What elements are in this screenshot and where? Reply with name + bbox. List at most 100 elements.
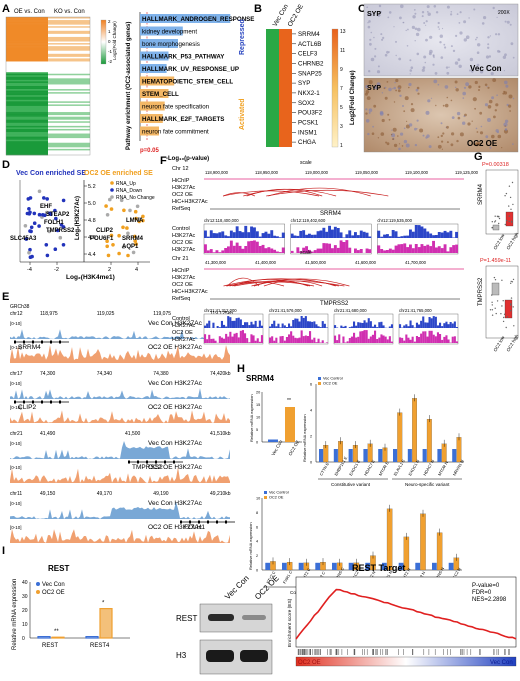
heatmap-a-cell — [48, 50, 90, 53]
colorbar-a-tick: 1 — [108, 29, 111, 34]
f-oc2-coverage — [206, 339, 209, 343]
f-control-coverage — [394, 231, 398, 238]
f-oc2-coverage — [296, 338, 299, 343]
ihc-nucleus — [374, 85, 379, 90]
d-legend-dot — [110, 195, 114, 199]
heatmap-a-cell — [6, 139, 48, 142]
g-dot — [489, 309, 492, 311]
d-point — [108, 197, 112, 202]
ihc-nucleus — [454, 80, 458, 84]
d-point — [42, 196, 46, 200]
f-oc2-coverage — [420, 244, 424, 253]
f-oc2-coverage — [334, 335, 337, 343]
g-dot — [493, 276, 496, 279]
ihc-nucleus — [455, 86, 457, 89]
heatmap-a-cell — [6, 122, 48, 125]
d-point — [133, 239, 137, 243]
e-exon — [50, 340, 52, 344]
d-scatter — [23, 189, 145, 259]
g-dot — [509, 196, 512, 199]
ihc-nucleus — [512, 97, 515, 100]
pathway-xlabel: -Log₁₀(p-value) — [166, 156, 209, 162]
ihc-nucleus — [486, 85, 488, 87]
ihc-nucleus — [427, 99, 431, 103]
f-loop-arc — [229, 281, 285, 287]
f-control-coverage — [311, 321, 314, 328]
f-oc2-coverage — [218, 336, 221, 343]
ihc-nucleus — [504, 80, 508, 85]
e-exon — [189, 520, 191, 524]
f-control-coverage — [403, 325, 406, 328]
d-point — [37, 189, 42, 194]
i-xcat: REST — [42, 643, 58, 649]
ihc-nucleus — [491, 134, 495, 139]
heatmap-a-cell — [6, 115, 48, 117]
f-control-coverage — [264, 231, 268, 238]
ihc-nucleus — [463, 38, 467, 42]
ihc-nucleus — [503, 129, 509, 134]
f-control-coverage — [436, 325, 439, 328]
ihc-nucleus — [465, 82, 469, 87]
ihc-nucleus — [402, 105, 404, 107]
f-oc2-coverage — [339, 240, 343, 253]
f-control-coverage — [348, 230, 352, 238]
ihc-nucleus — [465, 35, 470, 39]
f-oc2-coverage — [374, 330, 377, 343]
f-oc2-coverage — [270, 248, 274, 253]
f-oc2-coverage — [232, 245, 236, 253]
heatmap-a-cell — [6, 44, 48, 47]
f-control-coverage — [424, 322, 427, 328]
f-oc2-coverage — [403, 243, 407, 253]
ihc-nucleus — [388, 118, 391, 121]
pathway-bar — [140, 114, 163, 123]
f-control-coverage — [453, 321, 456, 328]
f-row-label: H3K27Ac — [172, 275, 195, 281]
f-control-coverage — [405, 324, 408, 328]
colorbar-b-tick: 3 — [340, 124, 343, 130]
g-dot — [508, 220, 510, 223]
panel-letter-a: A — [2, 3, 10, 15]
ihc-nucleus — [408, 82, 412, 87]
ihc-nucleus — [503, 91, 508, 95]
h3-legend-swatch — [264, 491, 267, 494]
f-control-coverage — [382, 325, 385, 328]
h2-xcat: CTTN E — [318, 461, 330, 476]
f-oc2-coverage — [399, 337, 402, 343]
g-dot — [491, 301, 493, 303]
f-oc2-coverage — [342, 336, 345, 343]
f-control-coverage — [400, 236, 404, 238]
f-control-coverage — [423, 228, 427, 238]
d-point — [27, 207, 31, 211]
heatmap-a-cell — [48, 104, 90, 107]
f-control-coverage — [449, 230, 453, 238]
h3-ytick: 10 — [256, 497, 260, 501]
ihc-nucleus — [452, 49, 456, 53]
h2-ylabel: Relative mRNA expression — [302, 414, 307, 462]
ihc-nucleus — [425, 110, 430, 115]
d-point — [45, 210, 49, 215]
colorbar-a — [100, 19, 107, 65]
i-ytick: 0 — [22, 636, 25, 642]
d-point — [126, 253, 130, 258]
heatmap-a-cell — [48, 113, 90, 116]
heatmap-a-cell — [6, 78, 48, 81]
e-scale: [0-10] — [10, 381, 22, 386]
h2-bar-vec — [452, 449, 457, 462]
pathway-label: HEMATOPOIETIC_STEM_CELL — [142, 79, 233, 86]
d-point — [44, 243, 49, 247]
i-wb-rest-band — [208, 614, 234, 621]
f-chr: Chr 21 — [172, 256, 189, 262]
g-dot — [504, 195, 506, 197]
f-oc2-coverage — [218, 252, 222, 253]
f-oc2-coverage — [380, 334, 383, 343]
ihc-nucleus — [415, 88, 419, 92]
ihc-nucleus — [416, 52, 420, 56]
ihc-nucleus — [424, 61, 427, 64]
ihc-nucleus — [483, 16, 487, 20]
f-control-coverage — [281, 232, 285, 238]
f-loop-arc — [263, 280, 323, 287]
d-ylabel: Log₂(H3K27Ac) — [75, 196, 81, 240]
e-coverage — [10, 388, 230, 399]
b-gene-label: NKX2-1 — [298, 90, 320, 97]
heatmap-a-cell — [6, 20, 48, 22]
